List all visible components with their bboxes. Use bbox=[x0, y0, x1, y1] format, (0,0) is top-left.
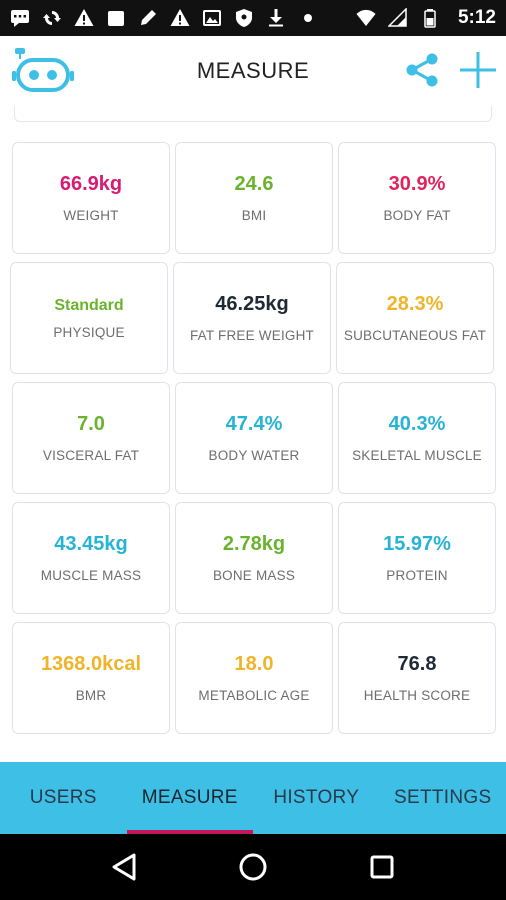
system-nav-bar bbox=[0, 834, 506, 900]
tab-settings[interactable]: SETTINGS bbox=[394, 787, 492, 808]
status-system: 5:12 bbox=[356, 7, 496, 29]
metric-label: WEIGHT bbox=[63, 208, 119, 223]
metric-tile-bone-mass[interactable]: 2.78kg BONE MASS bbox=[175, 502, 333, 614]
download-icon bbox=[266, 8, 286, 28]
back-icon[interactable] bbox=[104, 847, 144, 887]
metric-label: BMI bbox=[241, 208, 267, 223]
metric-tile-bmr[interactable]: 1368.0kcal BMR bbox=[12, 622, 170, 734]
wifi-icon bbox=[356, 8, 376, 28]
metric-value: 30.9% bbox=[388, 173, 446, 195]
metric-label: SKELETAL MUSCLE bbox=[352, 448, 482, 463]
app-bar: MEASURE bbox=[0, 36, 506, 106]
robot-logo-icon[interactable] bbox=[12, 46, 74, 96]
metric-tile-physique[interactable]: Standard PHYSIQUE bbox=[10, 262, 168, 374]
metric-tile-subcutaneous-fat[interactable]: 28.3% SUBCUTANEOUS FAT bbox=[336, 262, 494, 374]
metric-tile-weight[interactable]: 66.9kg WEIGHT bbox=[12, 142, 170, 254]
metric-tile-skeletal-muscle[interactable]: 40.3% SKELETAL MUSCLE bbox=[338, 382, 496, 494]
metric-value: Standard bbox=[54, 296, 124, 314]
metric-label: BODY WATER bbox=[208, 448, 300, 463]
status-notifications bbox=[10, 8, 318, 28]
battery-icon bbox=[420, 8, 440, 28]
summary-card bbox=[14, 106, 492, 122]
metric-value: 43.45kg bbox=[54, 533, 128, 555]
metric-value: 46.25kg bbox=[215, 293, 289, 315]
metric-label: MUSCLE MASS bbox=[40, 568, 142, 583]
metric-label: METABOLIC AGE bbox=[198, 688, 310, 703]
recents-icon[interactable] bbox=[362, 847, 402, 887]
share-icon[interactable] bbox=[404, 52, 440, 88]
add-icon[interactable] bbox=[458, 50, 498, 90]
metric-tile-body-fat[interactable]: 30.9% BODY FAT bbox=[338, 142, 496, 254]
edit-icon bbox=[138, 8, 158, 28]
metric-label: BMR bbox=[75, 688, 107, 703]
dot-icon bbox=[298, 8, 318, 28]
shield-icon bbox=[234, 8, 254, 28]
metric-label: PHYSIQUE bbox=[53, 324, 125, 340]
metric-label: FAT FREE WEIGHT bbox=[189, 328, 314, 343]
metric-value: 24.6 bbox=[234, 173, 274, 195]
metric-tile-muscle-mass[interactable]: 43.45kg MUSCLE MASS bbox=[12, 502, 170, 614]
metric-value: 66.9kg bbox=[59, 173, 123, 195]
metric-label: SUBCUTANEOUS FAT bbox=[343, 328, 487, 343]
metric-value: 40.3% bbox=[388, 413, 446, 435]
image-icon bbox=[202, 8, 222, 28]
warning-icon bbox=[74, 8, 94, 28]
metric-tile-body-water[interactable]: 47.4% BODY WATER bbox=[175, 382, 333, 494]
metric-value: 1368.0kcal bbox=[40, 653, 142, 675]
tab-history[interactable]: HISTORY bbox=[273, 787, 360, 808]
message-icon bbox=[10, 8, 30, 28]
metric-label: BONE MASS bbox=[212, 568, 296, 583]
tab-measure[interactable]: MEASURE bbox=[126, 762, 254, 834]
page-title: MEASURE bbox=[196, 58, 310, 83]
home-icon[interactable] bbox=[233, 847, 273, 887]
metric-value: 2.78kg bbox=[222, 533, 286, 555]
metric-label: PROTEIN bbox=[386, 568, 448, 583]
metric-value: 15.97% bbox=[383, 533, 451, 555]
metric-value: 47.4% bbox=[225, 413, 283, 435]
warning-icon bbox=[170, 8, 190, 28]
metric-tile-health-score[interactable]: 76.8 HEALTH SCORE bbox=[338, 622, 496, 734]
metric-tile-fat-free-weight[interactable]: 46.25kg FAT FREE WEIGHT bbox=[173, 262, 331, 374]
metric-label: VISCERAL FAT bbox=[42, 448, 140, 463]
bag-icon bbox=[106, 8, 126, 28]
measure-content[interactable]: 66.9kg WEIGHT 24.6 BMI 30.9% BODY FAT Standard… bbox=[0, 106, 506, 762]
bottom-nav: USERS MEASURE HISTORY SETTINGS bbox=[0, 762, 506, 834]
status-bar: 5:12 bbox=[0, 0, 506, 36]
metric-label: HEALTH SCORE bbox=[363, 688, 471, 703]
metric-tile-bmi[interactable]: 24.6 BMI bbox=[175, 142, 333, 254]
tab-users[interactable]: USERS bbox=[29, 787, 97, 808]
signal-icon bbox=[387, 8, 408, 28]
metric-value: 76.8 bbox=[397, 653, 437, 675]
sync-icon bbox=[42, 8, 62, 28]
status-time: 5:12 bbox=[457, 7, 496, 28]
metric-value: 28.3% bbox=[386, 293, 444, 315]
metric-tile-protein[interactable]: 15.97% PROTEIN bbox=[338, 502, 496, 614]
metric-label: BODY FAT bbox=[383, 208, 451, 223]
metric-value: 18.0 bbox=[234, 653, 274, 675]
metric-value: 7.0 bbox=[77, 413, 105, 435]
metric-tile-visceral-fat[interactable]: 7.0 VISCERAL FAT bbox=[12, 382, 170, 494]
metric-tile-metabolic-age[interactable]: 18.0 METABOLIC AGE bbox=[175, 622, 333, 734]
